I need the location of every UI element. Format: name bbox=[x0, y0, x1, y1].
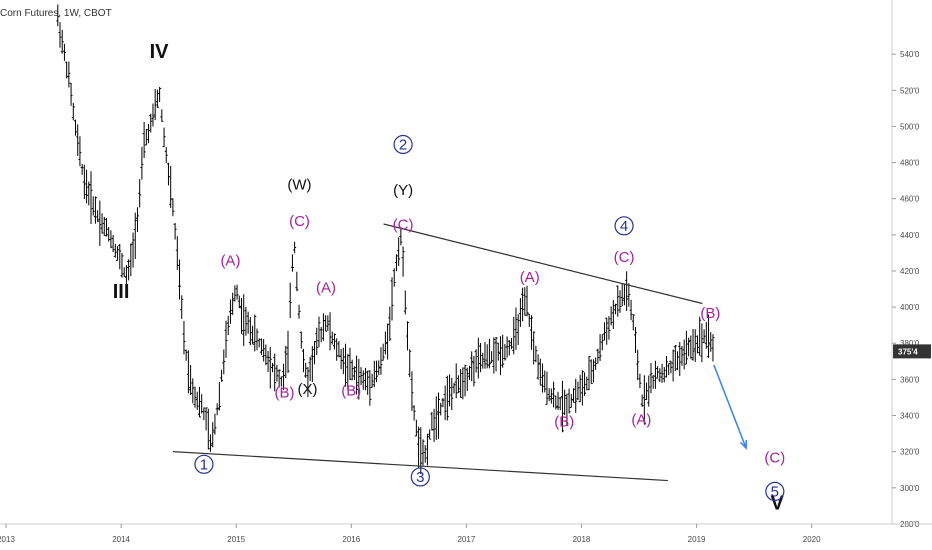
y-tick-label: 520'0 bbox=[900, 86, 920, 95]
wave-label: (Y) bbox=[393, 182, 413, 199]
last-price-label: 375'4 bbox=[898, 347, 918, 356]
trendline bbox=[383, 223, 703, 305]
y-tick-label: 360'0 bbox=[900, 375, 920, 384]
y-tick-label: 500'0 bbox=[900, 122, 920, 131]
price-bars bbox=[56, 4, 715, 474]
x-tick-label: 2019 bbox=[688, 535, 706, 544]
y-tick-label: 300'0 bbox=[900, 484, 920, 493]
x-tick-label: 2016 bbox=[342, 535, 360, 544]
wave-label: (A) bbox=[520, 269, 540, 286]
x-tick-label: 2013 bbox=[0, 535, 15, 544]
x-tick-label: 2017 bbox=[457, 535, 475, 544]
y-tick-label: 320'0 bbox=[900, 448, 920, 457]
x-axis: 2013 2014 2015 2016 2017 2018 2019 2020 bbox=[0, 523, 932, 544]
wave-circle-label: 2 bbox=[399, 136, 407, 153]
wave-circle-label: 5 bbox=[771, 483, 779, 500]
wave-label: (A) bbox=[220, 253, 240, 270]
y-tick-label: 540'0 bbox=[900, 50, 920, 59]
wave-label: III bbox=[113, 281, 130, 303]
wave-circle bbox=[614, 216, 634, 236]
wave-label: (X) bbox=[298, 381, 318, 398]
wave-label: (A) bbox=[631, 412, 651, 429]
wave-label: IV bbox=[150, 41, 170, 63]
wave-circle-label: 4 bbox=[620, 218, 628, 235]
y-tick-label: 340'0 bbox=[900, 412, 920, 421]
x-tick-label: 2014 bbox=[112, 535, 130, 544]
y-axis: 280'0300'0320'0340'0360'0380'0400'0420'0… bbox=[891, 0, 931, 529]
wave-label: (C) bbox=[289, 213, 310, 230]
y-tick-label: 380'0 bbox=[900, 339, 920, 348]
wave-circle bbox=[410, 467, 430, 487]
projection-arrowhead bbox=[739, 440, 748, 450]
projection-arrow bbox=[713, 364, 747, 449]
wave-label: (W) bbox=[287, 177, 311, 194]
wave-circle bbox=[194, 454, 214, 474]
wave-label: (B) bbox=[341, 383, 361, 400]
wave-label: (B) bbox=[554, 413, 574, 430]
trendline bbox=[172, 451, 668, 482]
wave-label: (B) bbox=[700, 305, 720, 322]
trendlines bbox=[172, 223, 748, 482]
last-price-tag bbox=[893, 344, 931, 359]
wave-circle-label: 1 bbox=[200, 456, 208, 473]
wave-label: (C) bbox=[393, 216, 414, 233]
x-tick-label: 2018 bbox=[573, 535, 591, 544]
wave-circle bbox=[393, 134, 413, 155]
y-tick-label: 480'0 bbox=[900, 159, 920, 168]
wave-label: (B) bbox=[275, 384, 295, 401]
wave-label: (C) bbox=[764, 449, 785, 466]
x-tick-label: 2020 bbox=[803, 535, 821, 544]
wave-circle-label: 3 bbox=[416, 469, 424, 486]
wave-circle bbox=[765, 481, 785, 502]
wave-label: (C) bbox=[614, 249, 635, 266]
y-tick-label: 440'0 bbox=[900, 231, 920, 240]
y-tick-label: 460'0 bbox=[900, 195, 920, 204]
x-tick-label: 2015 bbox=[227, 535, 245, 544]
chart-title: Corn Futures, 1W, CBOT bbox=[0, 8, 112, 19]
wave-label: (A) bbox=[316, 280, 336, 297]
y-tick-label: 420'0 bbox=[900, 267, 920, 276]
y-tick-label: 400'0 bbox=[900, 303, 920, 312]
